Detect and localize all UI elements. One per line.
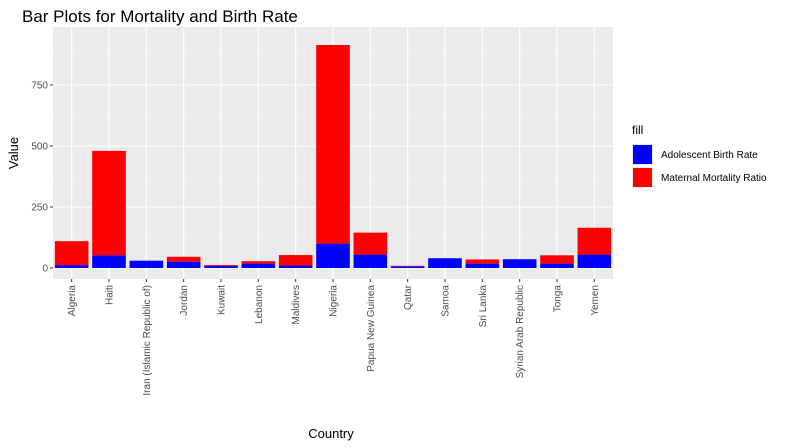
legend-label: Adolescent Birth Rate	[661, 150, 758, 161]
bar-kuwait-adolescent-birth-rate	[204, 266, 238, 268]
bar-qatar-adolescent-birth-rate	[390, 266, 425, 268]
bar-nigeria-maternal-mortality-ratio	[316, 44, 350, 244]
bar-samoa-adolescent-birth-rate	[428, 258, 462, 268]
bar-algeria-maternal-mortality-ratio	[54, 241, 89, 266]
x-tick-label: Lebanon	[254, 285, 265, 324]
bar-syrian-arab-republic-adolescent-birth-rate	[502, 259, 537, 268]
y-tick-label: 750	[31, 81, 48, 92]
bar-maldives-adolescent-birth-rate	[278, 265, 313, 268]
bar-maldives-maternal-mortality-ratio	[278, 255, 313, 266]
y-tick-label: 500	[31, 142, 48, 153]
bar-kuwait-maternal-mortality-ratio	[204, 265, 238, 267]
x-tick-label: Qatar	[403, 284, 414, 310]
legend-label: Maternal Mortality Ratio	[661, 173, 767, 184]
y-tick-label: 0	[42, 264, 48, 275]
x-tick-label: Papua New Guinea	[366, 285, 377, 372]
x-tick-label: Jordan	[179, 285, 190, 316]
bar-jordan-adolescent-birth-rate	[166, 261, 201, 268]
x-tick-label: Tonga	[553, 285, 564, 313]
x-tick-label: Maldives	[291, 285, 302, 324]
x-tick-label: Iran (Islamic Republic of)	[142, 285, 153, 396]
bar-tonga-adolescent-birth-rate	[540, 263, 574, 268]
bar-haiti-adolescent-birth-rate	[92, 255, 126, 268]
bar-iran-islamic-republic-of--adolescent-birth-rate	[129, 260, 164, 268]
bar-algeria-adolescent-birth-rate	[54, 265, 89, 268]
bar-papua-new-guinea-maternal-mortality-ratio	[353, 232, 388, 255]
x-tick-label: Syrian Arab Republic	[515, 285, 526, 378]
bar-nigeria-adolescent-birth-rate	[316, 243, 350, 268]
bar-tonga-maternal-mortality-ratio	[540, 255, 574, 264]
legend-key	[633, 145, 652, 164]
x-tick-label: Kuwait	[217, 285, 228, 315]
y-axis-title: Value	[6, 137, 21, 169]
bar-yemen-maternal-mortality-ratio	[577, 227, 612, 255]
bar-sri-lanka-adolescent-birth-rate	[465, 263, 500, 268]
x-tick-label: Nigeria	[329, 285, 340, 317]
legend: fill Adolescent Birth Rate Maternal Morta…	[632, 123, 767, 188]
x-tick-label: Yemen	[590, 285, 601, 316]
x-axis-title: Country	[308, 426, 354, 441]
x-tick-label: Haiti	[105, 285, 116, 305]
x-tick-label: Algeria	[67, 285, 78, 317]
bar-lebanon-adolescent-birth-rate	[241, 263, 276, 268]
legend-key	[633, 168, 652, 187]
bar-sri-lanka-maternal-mortality-ratio	[465, 259, 500, 264]
bar-jordan-maternal-mortality-ratio	[166, 256, 201, 262]
bar-yemen-adolescent-birth-rate	[577, 254, 612, 268]
legend-title: fill	[632, 123, 643, 137]
y-tick-label: 250	[31, 203, 48, 214]
x-tick-label: Sri Lanka	[478, 285, 489, 328]
chart-title: Bar Plots for Mortality and Birth Rate	[22, 7, 298, 26]
bar-lebanon-maternal-mortality-ratio	[241, 261, 276, 264]
bar-haiti-maternal-mortality-ratio	[92, 150, 126, 256]
x-tick-label: Samoa	[441, 285, 452, 317]
bar-papua-new-guinea-adolescent-birth-rate	[353, 254, 388, 268]
